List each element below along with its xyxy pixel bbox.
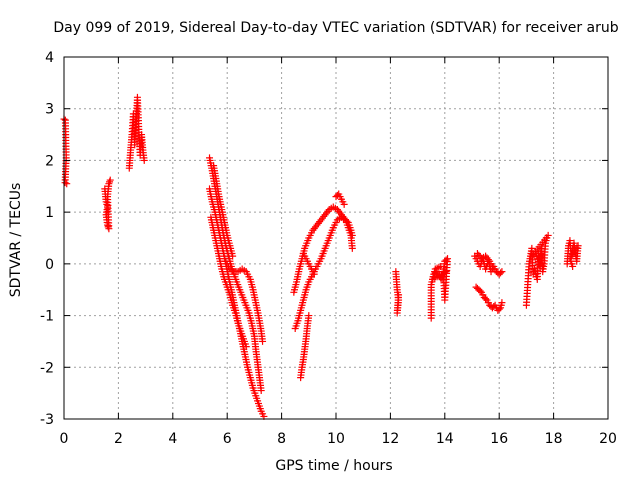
data-point — [259, 337, 267, 345]
data-point — [395, 291, 403, 299]
data-point — [497, 269, 505, 277]
y-tick-label: -1 — [40, 309, 54, 325]
x-tick-label: 2 — [114, 431, 123, 447]
data-point — [106, 176, 114, 184]
x-axis-label: GPS time / hours — [275, 458, 392, 474]
data-point — [482, 295, 490, 303]
x-tick-label: 10 — [327, 431, 345, 447]
data-point — [490, 265, 498, 273]
data-point — [442, 256, 450, 264]
data-point — [257, 387, 265, 395]
data-point — [536, 262, 544, 270]
y-tick-label: -2 — [40, 360, 54, 376]
data-point — [498, 268, 506, 276]
data-point — [569, 262, 577, 270]
data-point — [340, 200, 348, 208]
data-point — [476, 287, 484, 295]
data-series-sdtvar — [60, 93, 582, 420]
y-tick-label: 3 — [45, 102, 54, 118]
y-tick-label: -3 — [40, 412, 54, 428]
data-point — [140, 156, 148, 164]
x-tick-label: 0 — [60, 431, 69, 447]
data-point — [495, 305, 503, 313]
y-axis-label: SDTVAR / TECUs — [8, 183, 24, 298]
x-tick-label: 4 — [168, 431, 177, 447]
y-tick-label: 1 — [45, 205, 54, 221]
data-point — [484, 256, 492, 264]
x-tick-label: 12 — [381, 431, 399, 447]
data-point — [437, 262, 445, 270]
x-tick-label: 18 — [545, 431, 563, 447]
y-tick-label: 2 — [45, 153, 54, 169]
data-point — [61, 179, 69, 187]
grid — [64, 57, 608, 419]
data-point — [498, 299, 506, 307]
data-point — [305, 312, 313, 320]
y-tick-label: 4 — [45, 50, 54, 66]
y-tick-label: 0 — [45, 257, 54, 273]
data-point — [106, 178, 114, 186]
data-point — [229, 252, 237, 260]
x-tick-label: 8 — [277, 431, 286, 447]
data-point — [340, 214, 348, 222]
chart-title: Day 099 of 2019, Sidereal Day-to-day VTE… — [53, 20, 618, 36]
data-point — [324, 207, 332, 215]
data-point — [310, 270, 318, 278]
x-tick-label: 16 — [490, 431, 508, 447]
data-point — [242, 343, 250, 351]
x-tick-label: 20 — [599, 431, 617, 447]
x-tick-label: 14 — [436, 431, 454, 447]
x-tick-label: 6 — [223, 431, 232, 447]
data-point — [348, 244, 356, 252]
